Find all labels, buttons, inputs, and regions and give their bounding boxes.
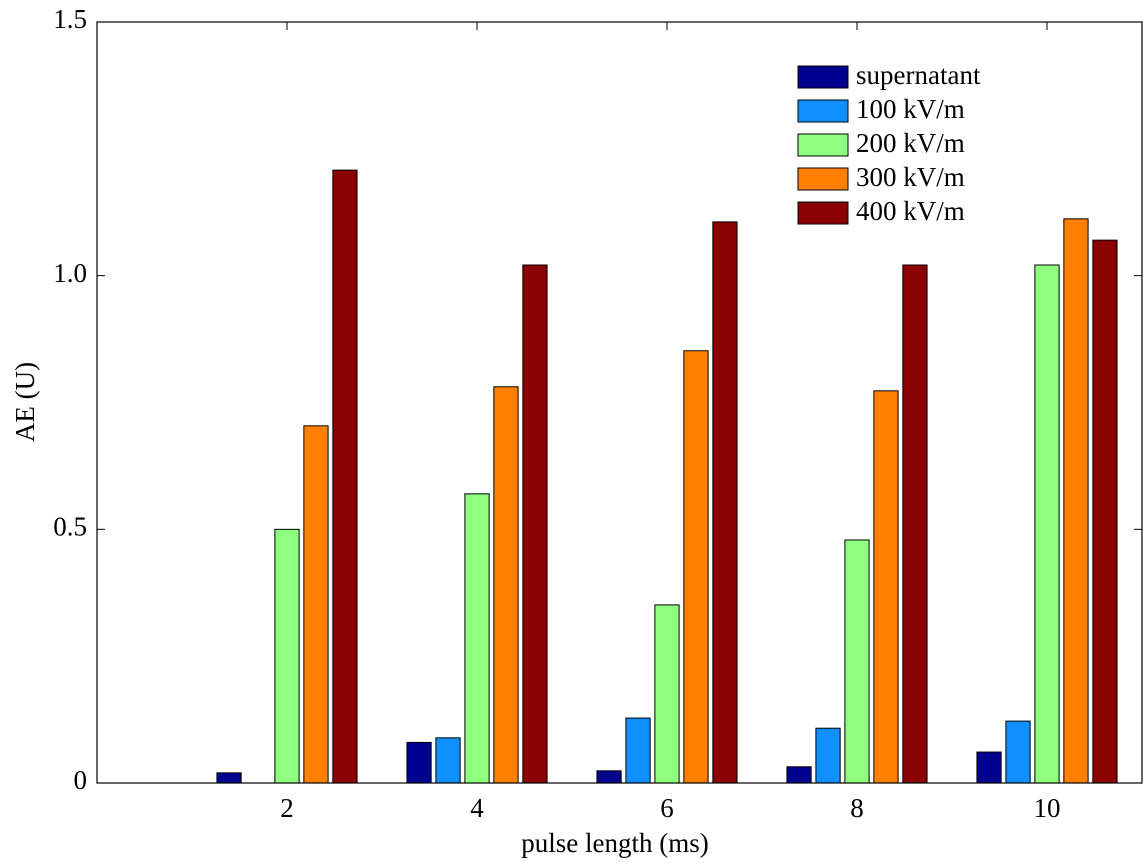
bar xyxy=(815,727,841,784)
bar xyxy=(902,264,928,784)
plot-frame xyxy=(96,21,1143,784)
y-tick-label: 0.5 xyxy=(53,512,87,542)
bar xyxy=(406,741,432,784)
x-axis-label: pulse length (ms) xyxy=(521,828,708,858)
x-tick-label: 4 xyxy=(470,793,484,823)
bar xyxy=(332,169,358,784)
legend-swatch xyxy=(797,65,849,89)
legend-label: 300 kV/m xyxy=(856,162,965,192)
x-tick-label: 10 xyxy=(1034,793,1061,823)
bar xyxy=(844,539,870,784)
bar xyxy=(274,528,300,784)
bar xyxy=(493,386,519,784)
y-tick-label: 1.5 xyxy=(53,4,87,34)
bar xyxy=(435,737,461,784)
bar xyxy=(625,717,651,784)
y-tick-label: 1.0 xyxy=(53,258,87,288)
y-axis-label: AE (U) xyxy=(10,362,40,442)
bar xyxy=(216,772,242,784)
bar xyxy=(786,766,812,784)
x-tick-label: 6 xyxy=(660,793,674,823)
bar xyxy=(1092,239,1118,784)
bar xyxy=(596,770,622,784)
bar xyxy=(712,221,738,784)
legend-label: supernatant xyxy=(856,60,981,90)
bar xyxy=(1063,218,1089,784)
legend-label: 200 kV/m xyxy=(856,128,965,158)
bar xyxy=(683,350,709,784)
bar xyxy=(522,264,548,784)
x-tick-label: 8 xyxy=(850,793,864,823)
legend-swatch xyxy=(797,167,849,191)
legend-label: 100 kV/m xyxy=(856,94,965,124)
legend-swatch xyxy=(797,201,849,225)
bar xyxy=(1034,264,1060,784)
legend-label: 400 kV/m xyxy=(856,196,965,226)
y-tick-label: 0 xyxy=(74,765,88,795)
x-tick-label: 2 xyxy=(280,793,294,823)
legend-swatch xyxy=(797,133,849,157)
bar xyxy=(1005,720,1031,784)
bar xyxy=(873,390,899,784)
bar xyxy=(976,751,1002,784)
bar xyxy=(464,493,490,784)
bar xyxy=(654,604,680,784)
bar xyxy=(303,425,329,784)
legend-swatch xyxy=(797,99,849,123)
